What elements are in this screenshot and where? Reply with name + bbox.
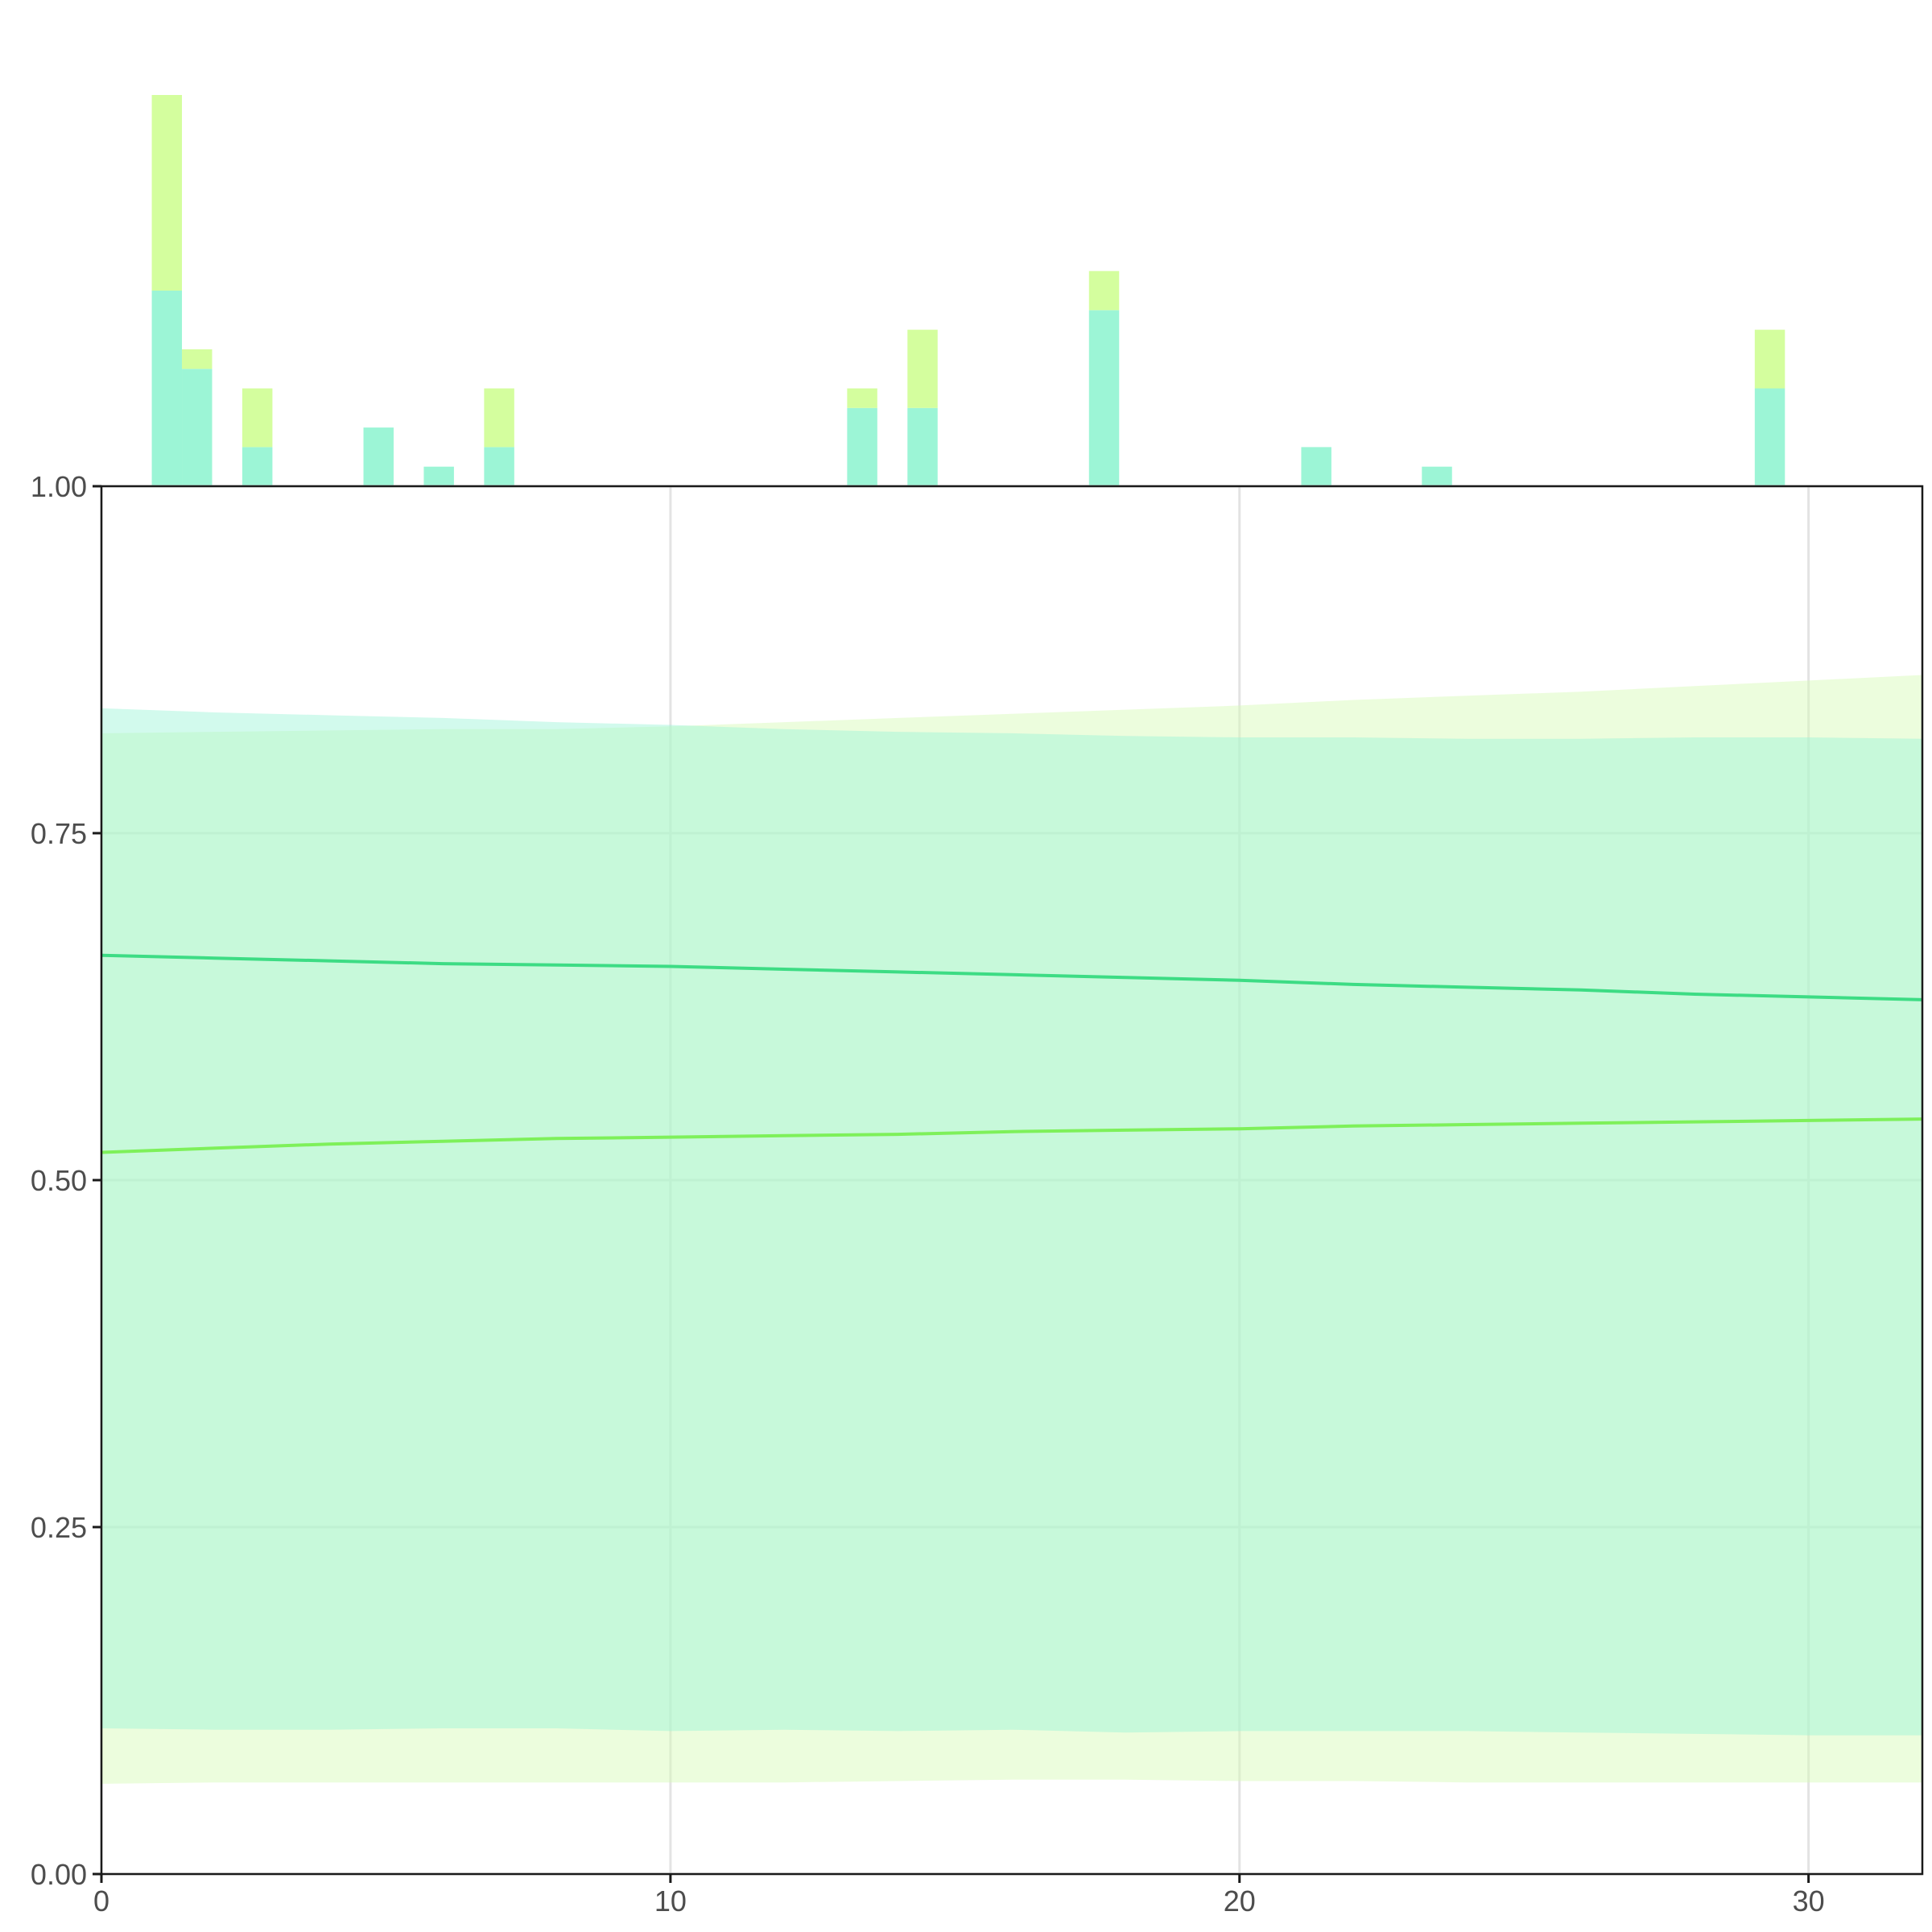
- histogram-bar: [363, 427, 394, 486]
- histogram-bar-stack: [847, 388, 877, 408]
- y-tick-label: 0.00: [31, 1858, 87, 1891]
- y-tick-label: 0.50: [31, 1164, 87, 1197]
- histogram-bar-stack: [1754, 329, 1785, 389]
- histogram-bar: [907, 407, 938, 486]
- histogram-bar-stack: [182, 349, 213, 369]
- y-tick-label: 0.25: [31, 1511, 87, 1544]
- x-tick-label: 30: [1793, 1885, 1825, 1918]
- histogram-bar: [1088, 310, 1120, 486]
- y-tick-label: 0.75: [31, 817, 87, 850]
- y-tick-label: 1.00: [31, 470, 87, 503]
- histogram-bar-stack: [242, 388, 273, 448]
- confidence-band-1: [101, 708, 1922, 1736]
- x-tick-label: 10: [654, 1885, 687, 1918]
- series-lines: [101, 953, 1923, 1154]
- x-tick-label: 20: [1224, 1885, 1256, 1918]
- histogram-bar: [847, 407, 877, 486]
- histogram-bar: [484, 447, 514, 486]
- histogram-bar-stack: [907, 329, 938, 408]
- histogram-bar-stack: [151, 95, 183, 291]
- histogram-bar: [242, 447, 273, 486]
- histogram-bar: [423, 466, 454, 486]
- histogram-bar: [1754, 388, 1785, 486]
- histogram-bar-stack: [1088, 270, 1120, 311]
- series-line-2: [101, 1117, 1923, 1154]
- axes: 0.00 0.25 0.50 0.75 1.00 0 10 20 30: [31, 470, 1924, 1918]
- marginal-histogram: [151, 95, 1785, 486]
- histogram-bar: [151, 291, 183, 486]
- confidence-band-2: [101, 675, 1922, 1784]
- histogram-bar: [1422, 466, 1452, 486]
- histogram-bar: [182, 369, 213, 486]
- confidence-bands: [101, 675, 1922, 1784]
- histogram-bar: [1301, 447, 1331, 486]
- series-line-1: [101, 953, 1923, 1001]
- histogram-bar-stack: [484, 388, 514, 448]
- x-tick-label: 0: [93, 1885, 109, 1918]
